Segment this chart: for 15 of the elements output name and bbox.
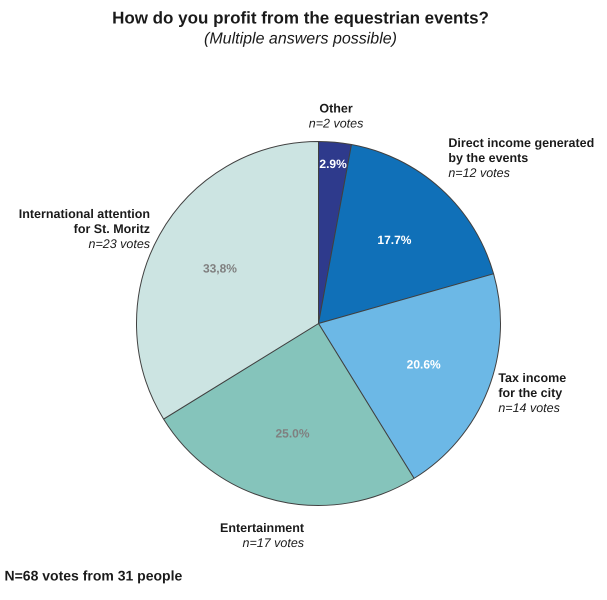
text: n=12 votes bbox=[448, 166, 510, 180]
data-label: 2.9% bbox=[319, 157, 348, 172]
text: n=17 votes bbox=[242, 536, 304, 550]
slice-label: Other bbox=[319, 101, 353, 116]
text: n=23 votes bbox=[88, 237, 150, 251]
slice-label: Entertainment bbox=[220, 521, 305, 536]
chart-title: How do you profit from the equestrian events? bbox=[112, 8, 489, 28]
data-label: 20.6% bbox=[406, 357, 442, 372]
text: N=68 votes from 31 people bbox=[4, 568, 183, 584]
data-label: 17.7% bbox=[377, 233, 412, 248]
text: n=14 votes bbox=[498, 400, 560, 415]
chart-subtitle: (Multiple answers possible) bbox=[204, 30, 397, 48]
data-label: 33,8% bbox=[202, 262, 238, 276]
data-label: 25.0% bbox=[275, 426, 310, 440]
text: n=2 votes bbox=[308, 116, 364, 130]
